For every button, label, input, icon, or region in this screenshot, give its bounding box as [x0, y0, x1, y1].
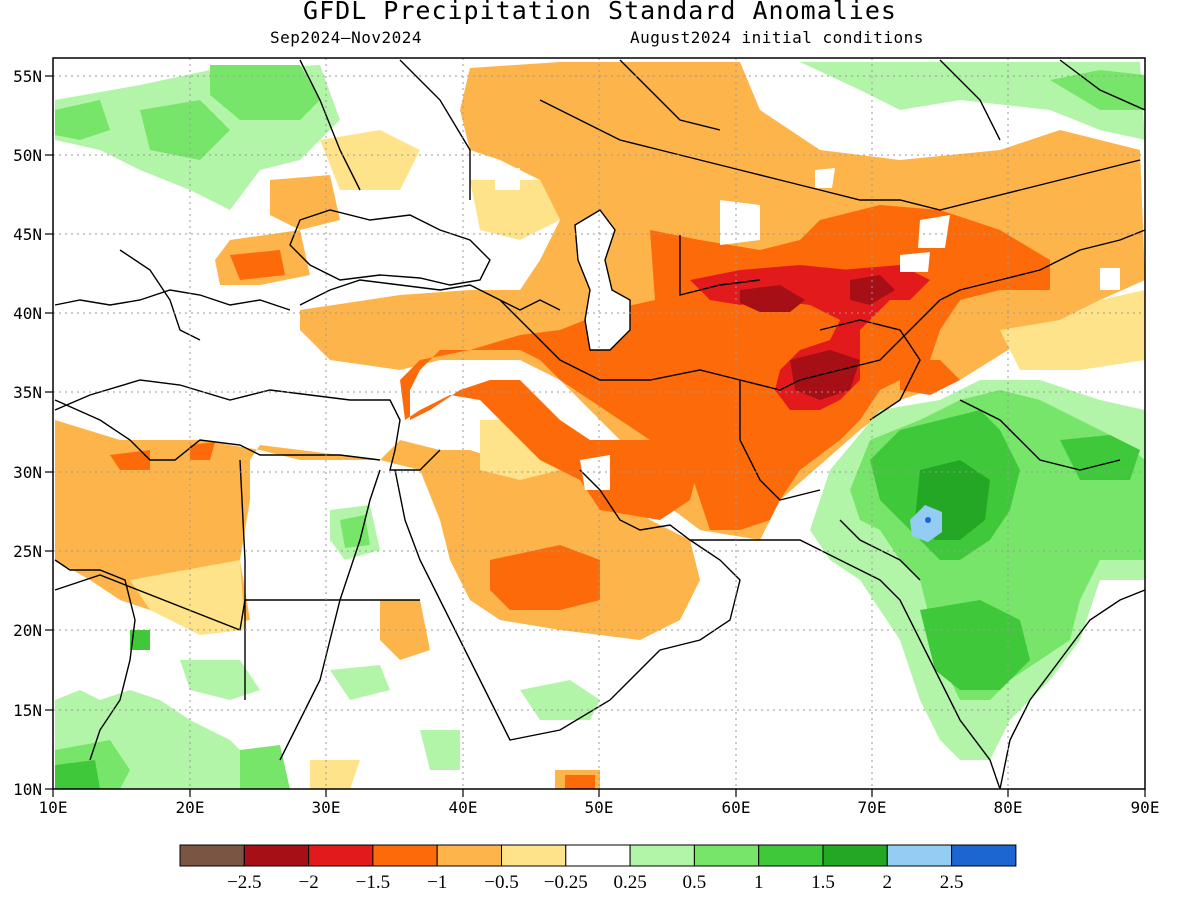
lat-label: 25N — [13, 542, 42, 561]
lon-label: 20E — [176, 798, 205, 817]
colorbar-swatch — [243, 844, 310, 867]
lat-label: 30N — [13, 463, 42, 482]
lon-label: 30E — [312, 798, 341, 817]
lon-label: 70E — [858, 798, 887, 817]
colorbar-label: 1 — [754, 872, 764, 893]
colorbar-label: −0.25 — [544, 872, 588, 893]
forecast-period: Sep2024–Nov2024 — [270, 28, 422, 47]
colorbar-swatch — [372, 844, 438, 867]
colorbar-swatch — [886, 844, 953, 867]
lon-label: 80E — [994, 798, 1023, 817]
anomaly-field — [55, 62, 1145, 789]
colorbar-swatch — [822, 844, 888, 867]
colorbar-label: −2 — [298, 872, 318, 893]
colorbar-label: −1 — [427, 872, 447, 893]
colorbar-swatch — [629, 844, 695, 867]
colorbar-swatch — [951, 844, 1017, 867]
colorbar-label: −2.5 — [227, 872, 261, 893]
lon-label: 10E — [39, 798, 68, 817]
colorbar-label: 0.25 — [613, 872, 646, 893]
gridlines — [53, 58, 1145, 789]
map-title: GFDL Precipitation Standard Anomalies — [303, 0, 897, 25]
colorbar-label: 2 — [883, 872, 893, 893]
colorbar-label: −1.5 — [356, 872, 390, 893]
colorbar-label: 2.5 — [940, 872, 964, 893]
colorbar-label: −0.5 — [484, 872, 518, 893]
colorbar: −2.5 −2 −1.5 −1 −0.5 −0.25 0.25 0.5 1 1.5 2 2.5 — [179, 844, 1017, 893]
lat-label: 50N — [13, 146, 42, 165]
lon-label: 90E — [1131, 798, 1160, 817]
colorbar-swatch — [179, 844, 245, 867]
colorbar-swatch — [693, 844, 760, 867]
lon-label: 50E — [585, 798, 614, 817]
colorbar-label: 0.5 — [683, 872, 707, 893]
lat-label: 45N — [13, 225, 42, 244]
lat-label: 55N — [13, 67, 42, 86]
lat-label: 10N — [13, 780, 42, 799]
lat-label: 15N — [13, 701, 42, 720]
lon-label: 40E — [449, 798, 478, 817]
lat-label: 40N — [13, 304, 42, 323]
colorbar-label: 1.5 — [811, 872, 835, 893]
initial-conditions: August2024 initial conditions — [630, 28, 924, 47]
colorbar-swatch — [565, 844, 631, 867]
colorbar-swatch — [436, 844, 503, 867]
colorbar-swatch — [501, 844, 567, 867]
lat-label: 20N — [13, 621, 42, 640]
colorbar-swatch — [308, 844, 374, 867]
colorbar-swatch — [758, 844, 824, 867]
lat-label: 35N — [13, 383, 42, 402]
lon-label: 60E — [722, 798, 751, 817]
coastlines — [54, 59, 1145, 789]
axis-ticks — [45, 75, 1146, 797]
